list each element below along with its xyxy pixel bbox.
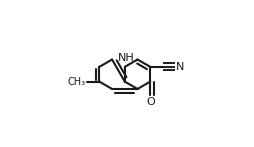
Text: NH: NH xyxy=(118,53,134,63)
Text: N: N xyxy=(176,62,185,72)
Text: O: O xyxy=(146,97,155,107)
Text: CH₃: CH₃ xyxy=(67,77,85,87)
